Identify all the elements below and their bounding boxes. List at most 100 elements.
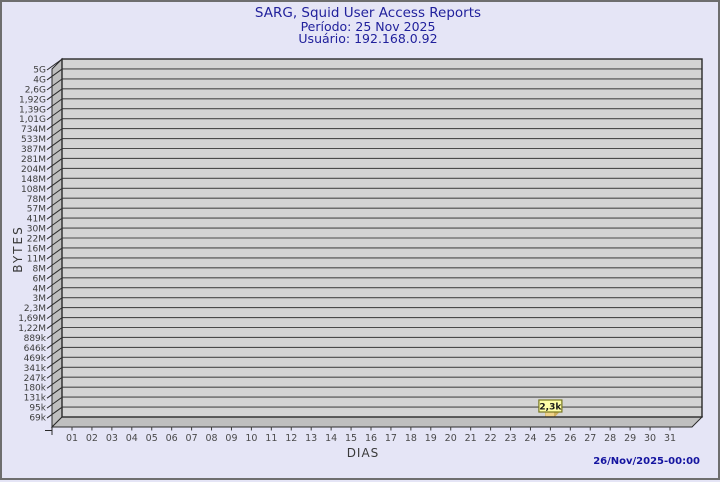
x-axis-title: DIAS <box>346 446 380 460</box>
y-tick-label: 1,01G <box>19 115 46 125</box>
y-tick <box>46 287 62 300</box>
chart-subtitle-user: Usuário: 192.168.0.92 <box>298 31 438 46</box>
y-tick <box>46 98 62 111</box>
y-tick <box>46 397 62 409</box>
x-tick-label: 19 <box>425 433 437 444</box>
y-tick <box>46 88 62 101</box>
y-tick-label: 11M <box>27 254 46 264</box>
x-tick-label: 16 <box>365 433 377 444</box>
y-tick <box>46 257 62 270</box>
generated-timestamp: 26/Nov/2025-00:00 <box>593 456 700 467</box>
y-tick-label: 1,92G <box>19 95 46 105</box>
y-tick <box>46 148 62 160</box>
x-tick-label: 07 <box>186 433 198 444</box>
y-tick <box>46 128 62 141</box>
y-tick-label: 131k <box>24 394 47 404</box>
y-tick <box>46 78 62 91</box>
y-tick <box>46 347 62 359</box>
y-tick-label: 1,39G <box>19 105 46 115</box>
y-tick <box>46 248 62 260</box>
x-tick-label: 03 <box>106 433 118 444</box>
y-tick-label: 8M <box>33 264 47 274</box>
x-tick-label: 09 <box>225 433 237 444</box>
y-tick-label: 2,6G <box>25 85 46 95</box>
x-tick-label: 15 <box>345 433 357 444</box>
y-tick-label: 22M <box>27 235 46 245</box>
y-tick <box>46 387 62 399</box>
y-tick-label: 16M <box>27 245 46 255</box>
y-tick-label: 2,3M <box>24 304 46 314</box>
y-tick-label: 281M <box>21 155 46 165</box>
axis-corner-lines <box>45 427 53 435</box>
plot-3d-left-wall <box>51 57 63 429</box>
y-tick <box>46 297 62 310</box>
y-tick-label: 204M <box>21 165 46 175</box>
x-tick-label: 23 <box>504 433 516 444</box>
y-tick-label: 533M <box>21 135 46 145</box>
x-tick-label: 05 <box>146 433 158 444</box>
y-tick-label: 734M <box>21 125 46 135</box>
y-tick <box>46 357 62 369</box>
y-tick <box>46 138 62 150</box>
x-tick-label: 26 <box>564 433 576 444</box>
x-tick-label: 04 <box>126 433 138 444</box>
x-tick-label: 30 <box>644 433 656 444</box>
x-tick-label: 18 <box>405 433 417 444</box>
y-tick-label: 4G <box>33 75 46 85</box>
data-bars: 2,3k <box>538 399 563 418</box>
y-tick-label: 69k <box>29 414 46 424</box>
plot-3d-floor <box>50 416 704 428</box>
y-tick <box>46 337 62 349</box>
x-tick-label: 21 <box>465 433 477 444</box>
y-tick <box>46 168 62 180</box>
y-tick-label: 57M <box>27 205 46 215</box>
x-tick-label: 20 <box>445 433 457 444</box>
y-tick-label: 1,22M <box>18 324 46 334</box>
y-tick-label: 108M <box>21 185 46 195</box>
y-tick-label: 41M <box>27 215 46 225</box>
gridlines <box>62 68 702 408</box>
y-axis-tick-labels: 5G4G2,6G1,92G1,39G1,01G734M533M387M281M2… <box>18 66 47 424</box>
x-tick-label: 08 <box>205 433 217 444</box>
y-axis-title: BYTES <box>11 225 25 273</box>
chart-title: SARG, Squid User Access Reports <box>254 5 482 21</box>
y-tick <box>46 317 62 329</box>
y-tick-label: 387M <box>21 145 46 155</box>
x-tick-label: 27 <box>584 433 596 444</box>
y-tick-label: 148M <box>21 175 46 185</box>
y-tick <box>46 228 62 240</box>
y-tick-label: 469k <box>24 354 47 364</box>
y-tick-label: 180k <box>24 384 47 394</box>
x-tick-label: 22 <box>485 433 497 444</box>
chart-subtitle-period: Período: 25 Nov 2025 <box>300 19 436 34</box>
y-tick <box>46 178 62 190</box>
x-tick-label: 10 <box>245 433 257 444</box>
y-tick-label: 4M <box>33 284 47 294</box>
x-tick-label: 17 <box>385 433 397 444</box>
y-tick-label: 247k <box>24 374 47 384</box>
y-tick <box>46 158 62 170</box>
y-tick <box>46 208 62 220</box>
x-tick-label: 31 <box>664 433 676 444</box>
y-tick <box>46 238 62 250</box>
y-tick <box>46 367 62 379</box>
y-tick <box>46 407 62 419</box>
y-tick-label: 30M <box>27 225 46 235</box>
y-tick <box>46 118 62 131</box>
x-tick-label: 13 <box>305 433 317 444</box>
x-tick-label: 14 <box>325 433 337 444</box>
y-tick <box>46 188 62 200</box>
x-tick-label: 02 <box>86 433 98 444</box>
y-tick <box>46 218 62 230</box>
bar-value-box <box>538 399 563 413</box>
y-tick <box>46 307 62 320</box>
x-tick-label: 28 <box>604 433 616 444</box>
y-tick-label: 5G <box>33 66 46 76</box>
x-tick-label: 12 <box>285 433 297 444</box>
y-tick <box>46 108 62 121</box>
y-tick <box>46 198 62 210</box>
x-tick-label: 01 <box>66 433 78 444</box>
x-axis-tick-labels: 01 02 03 04 05 06 07 08 09 10 11 12 13 14 15 16 17 18 19 20… <box>66 433 676 444</box>
